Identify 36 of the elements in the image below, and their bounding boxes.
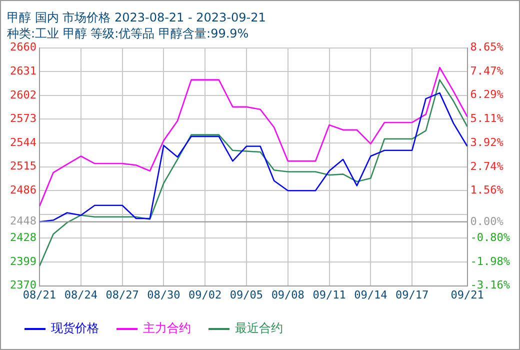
x-tick-label: 09/11 <box>312 288 346 302</box>
y2-tick-label: 1.56% <box>470 184 504 197</box>
y2-tick-label: -1.98% <box>470 254 510 268</box>
x-tick-label: 08/30 <box>147 288 180 302</box>
x-tick-label: 09/08 <box>271 288 304 302</box>
x-tick-label: 09/02 <box>188 288 222 302</box>
y2-tick-label: 2.74% <box>470 160 504 173</box>
x-tick-label: 08/27 <box>106 288 139 302</box>
chart-title: 甲醇 国内 市场价格 2023-08-21 - 2023-09-21 <box>7 10 266 24</box>
x-tick-label: 08/21 <box>22 288 56 302</box>
y-tick-label: 2660 <box>10 40 36 54</box>
y2-tick-label: -0.80% <box>470 231 510 244</box>
y2-tick-label: 7.47% <box>470 64 504 78</box>
y2-tick-label: 6.29% <box>470 88 504 102</box>
legend-label: 现货价格 <box>51 321 99 336</box>
x-tick-label: 09/17 <box>396 288 429 302</box>
y2-tick-label: 0.00% <box>470 214 504 228</box>
legend-label: 主力合约 <box>143 321 191 336</box>
chart-subtitle: 种类:工业 甲醇 等级:优等品 甲醇含量:99.9% <box>7 26 249 41</box>
x-tick-label: 08/24 <box>64 288 98 302</box>
y-tick-label: 2515 <box>10 160 36 173</box>
y-tick-label: 2544 <box>10 136 37 149</box>
y-tick-label: 2399 <box>10 254 36 268</box>
y-tick-label: 2602 <box>10 88 36 102</box>
y-tick-label: 2486 <box>10 183 36 196</box>
y2-tick-label: 8.65% <box>470 40 504 54</box>
y-tick-label: 2448 <box>10 214 36 228</box>
legend-label: 最近合约 <box>235 321 283 336</box>
y2-tick-label: 3.92% <box>470 136 504 149</box>
y-tick-label: 2631 <box>10 64 36 78</box>
x-tick-label: 09/14 <box>354 288 388 302</box>
x-tick-label: 09/21 <box>450 288 484 302</box>
x-tick-label: 09/05 <box>230 288 264 302</box>
y-tick-label: 2573 <box>10 112 36 126</box>
y2-tick-label: 5.11% <box>470 112 504 125</box>
y-tick-label: 2428 <box>10 231 36 244</box>
